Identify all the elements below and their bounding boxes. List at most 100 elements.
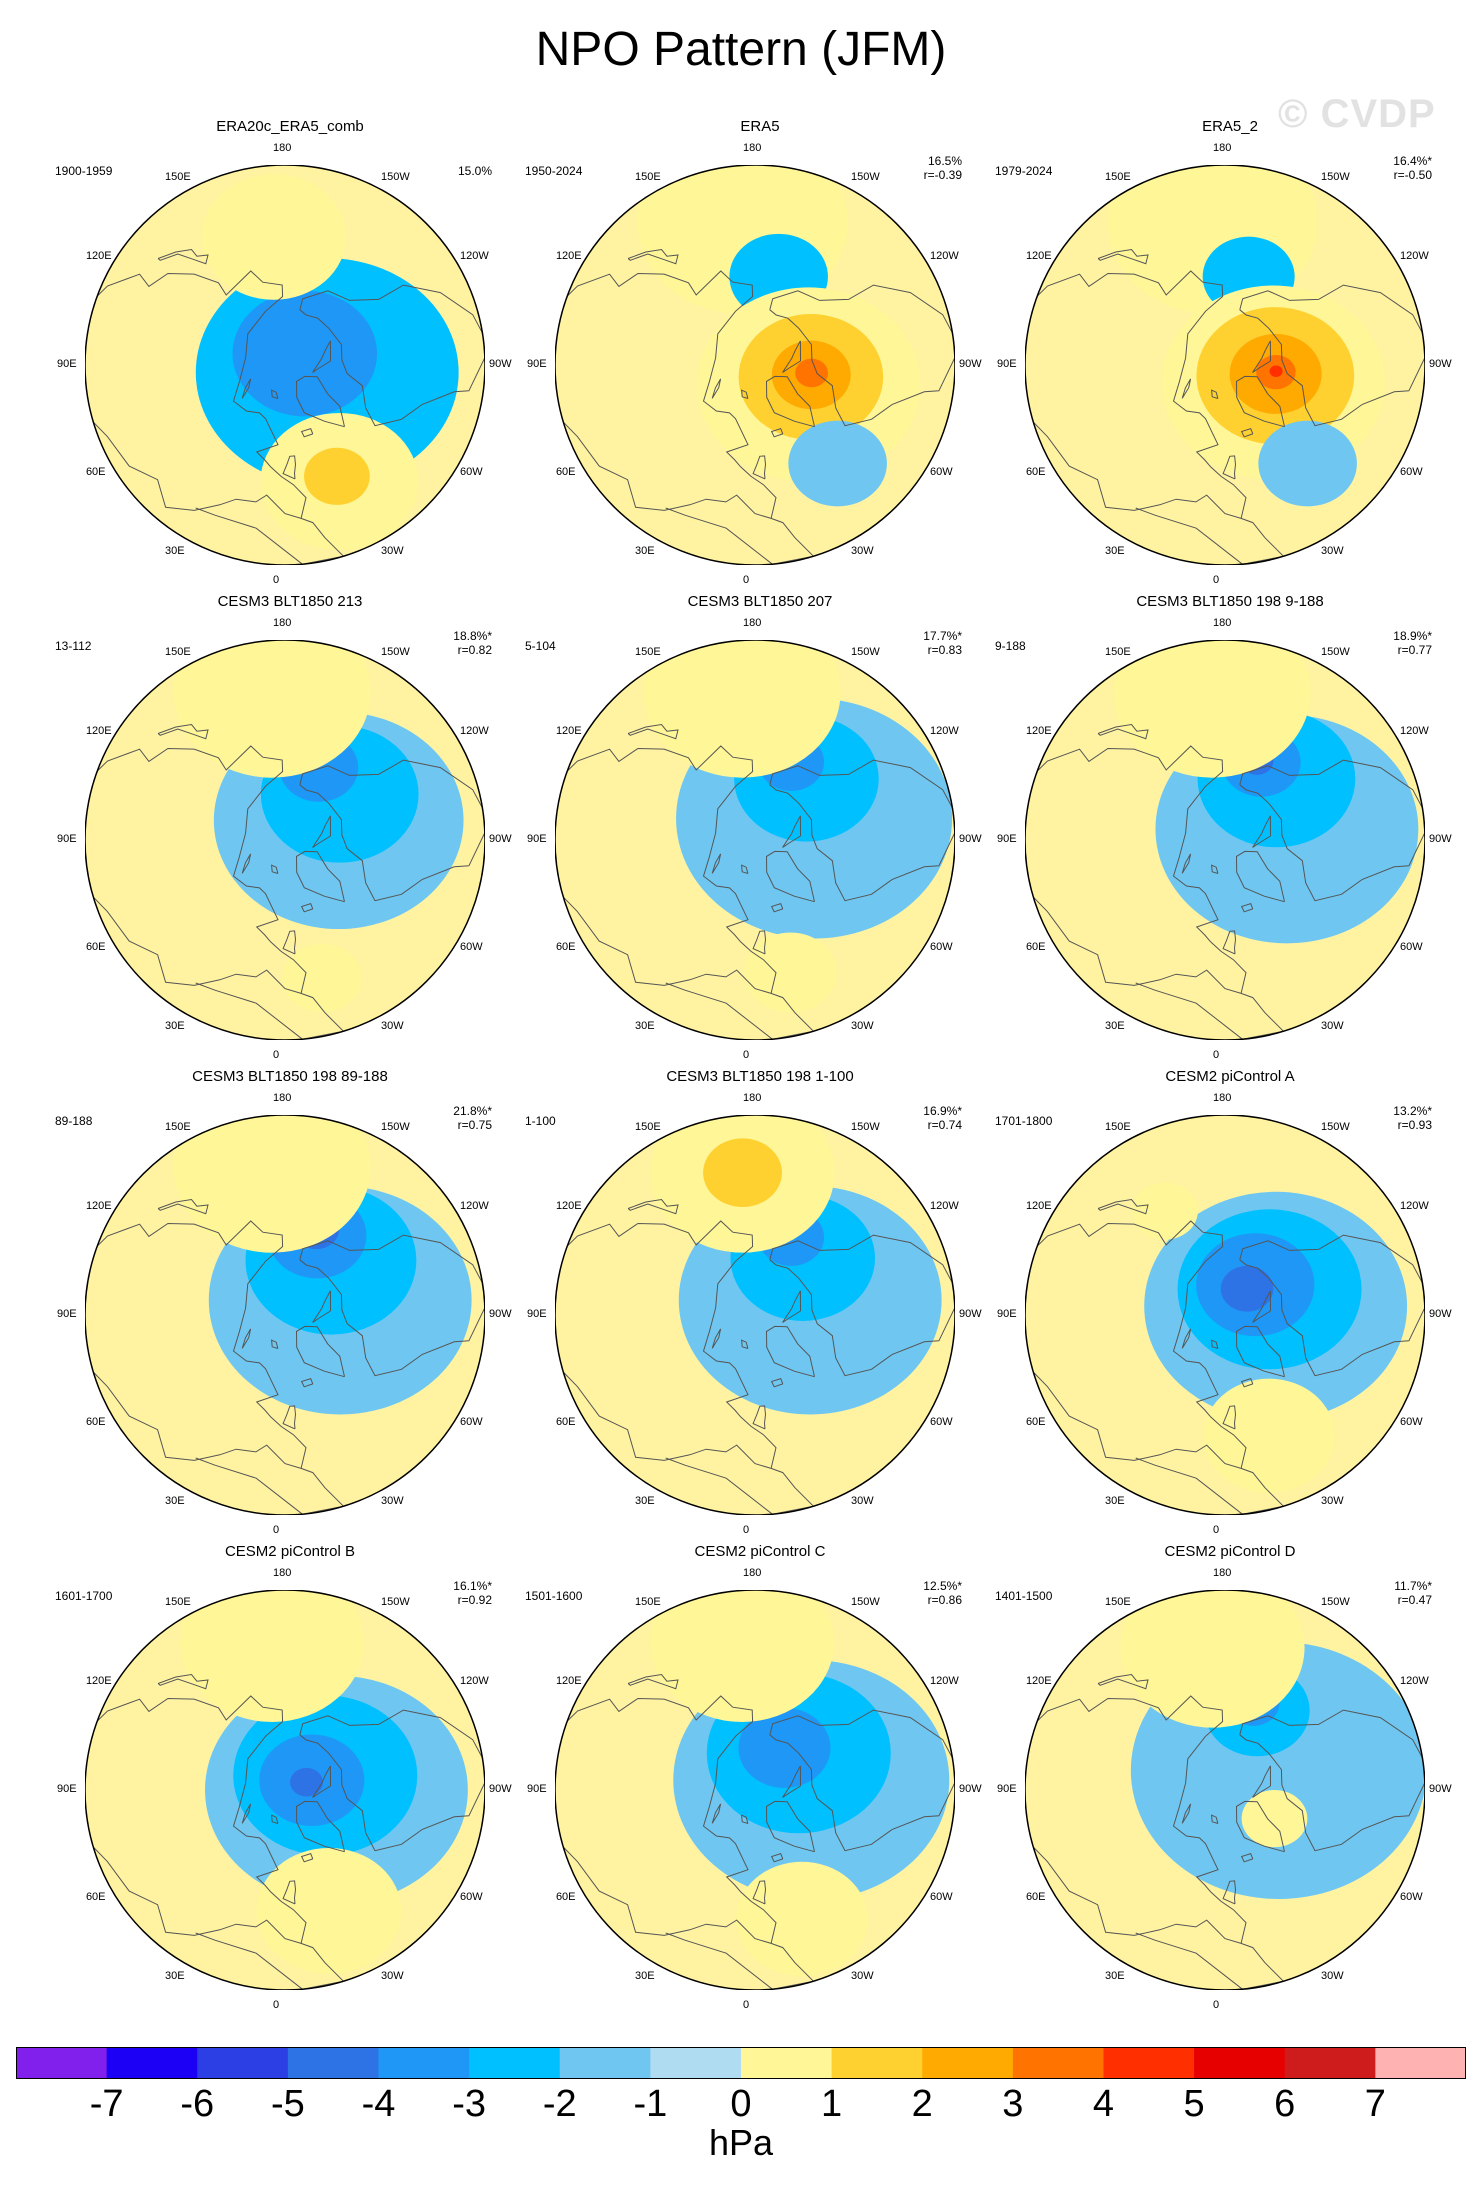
panel-percent-variance: 16.5% xyxy=(927,154,962,168)
coastline xyxy=(1239,759,1425,902)
colorbar-tick-label: 3 xyxy=(1002,2083,1024,2125)
panel-title: ERA5_2 xyxy=(1202,118,1258,135)
anomaly-contour xyxy=(1269,365,1283,377)
polar-map xyxy=(555,640,955,1040)
coastline xyxy=(1240,1377,1254,1388)
longitude-label: 90W xyxy=(959,358,982,370)
coastline xyxy=(85,745,307,994)
coastline xyxy=(711,378,722,399)
coastline xyxy=(312,340,331,373)
coastline xyxy=(1025,270,1247,519)
longitude-label: 60W xyxy=(930,1891,953,1903)
coastline xyxy=(312,1290,331,1323)
coastline xyxy=(769,284,955,427)
coastline xyxy=(1211,1814,1219,1824)
coastline xyxy=(85,1695,307,1944)
coastline xyxy=(1222,1880,1237,1905)
longitude-label: 150W xyxy=(381,1595,410,1608)
panel-years: 1979-2024 xyxy=(995,164,1053,178)
longitude-label: 180 xyxy=(1213,1092,1232,1104)
coastline xyxy=(1135,982,1285,1040)
panel-correlation: r=0.82 xyxy=(457,643,492,657)
coastline xyxy=(770,902,784,913)
longitude-label: 60E xyxy=(85,941,106,953)
panel-correlation: r=0.75 xyxy=(457,1118,492,1132)
panel-percent-variance: 16.1%* xyxy=(453,1579,492,1593)
map-panel: CESM3 BLT1850 207 5-104 17.7%* r=0.83 180 150… xyxy=(520,593,1000,1063)
longitude-label: 150E xyxy=(1105,645,1131,658)
longitude-label: 60W xyxy=(460,466,483,478)
coastline xyxy=(1235,850,1285,903)
coastline xyxy=(312,1765,331,1798)
coastline xyxy=(770,1852,784,1863)
colorbar-segment xyxy=(16,2047,108,2079)
coastline xyxy=(241,378,252,399)
panel-title: CESM2 piControl D xyxy=(1164,1543,1296,1560)
coastline xyxy=(752,930,767,955)
colorbar-tick-label: -1 xyxy=(633,2083,668,2125)
panel-percent-variance: 21.8%* xyxy=(453,1104,492,1118)
panel-percent-variance: 16.9%* xyxy=(923,1104,962,1118)
longitude-label: 150E xyxy=(165,645,191,658)
map-panel: CESM2 piControl A 1701-1800 13.2%* r=0.93 18… xyxy=(990,1068,1470,1538)
longitude-label: 150W xyxy=(1321,645,1350,658)
coastline xyxy=(711,853,722,874)
longitude-label: 150E xyxy=(635,645,661,658)
coastline xyxy=(627,1673,679,1690)
longitude-label: 30W xyxy=(381,545,404,558)
anomaly-contour xyxy=(201,174,347,300)
colorbar-tick-label: 2 xyxy=(911,2083,933,2125)
longitude-label: 0 xyxy=(1213,574,1220,586)
longitude-label: 60W xyxy=(1400,466,1423,478)
longitude-label: 30E xyxy=(635,545,655,558)
panel-percent-variance: 18.9%* xyxy=(1393,629,1432,643)
longitude-label: 60W xyxy=(460,941,483,953)
panel-title: CESM2 piControl B xyxy=(224,1543,356,1560)
longitude-label: 120E xyxy=(85,250,112,262)
coastline xyxy=(1025,745,1247,994)
longitude-label: 180 xyxy=(273,617,292,629)
coastline xyxy=(741,1339,749,1349)
longitude-label: 90W xyxy=(1429,358,1452,370)
colorbar-segment xyxy=(1284,2047,1376,2079)
panel-years: 1-100 xyxy=(525,1114,556,1128)
coastline xyxy=(157,1198,209,1215)
panel-years: 1601-1700 xyxy=(55,1589,113,1603)
colorbar-tick-label: 7 xyxy=(1364,2083,1386,2125)
longitude-label: 60E xyxy=(85,1891,106,1903)
coastline xyxy=(627,248,679,265)
longitude-label: 60W xyxy=(1400,1416,1423,1428)
panel-title: CESM3 BLT1850 198 1-100 xyxy=(666,1068,854,1085)
coastline xyxy=(295,850,345,903)
coastline xyxy=(555,270,777,519)
longitude-label: 120W xyxy=(460,1675,489,1687)
coastline xyxy=(1097,1198,1149,1215)
coastline xyxy=(1181,1328,1192,1349)
coastline xyxy=(241,853,252,874)
longitude-label: 120W xyxy=(930,1200,959,1212)
coastline xyxy=(711,1328,722,1349)
longitude-label: 0 xyxy=(273,1524,280,1536)
polar-map xyxy=(1025,165,1425,565)
anomaly-contour xyxy=(232,290,378,417)
coastline xyxy=(1252,1290,1271,1323)
longitude-label: 150W xyxy=(381,170,410,183)
anomaly-contour xyxy=(256,1847,402,1974)
polar-map xyxy=(1025,1115,1425,1515)
longitude-label: 30W xyxy=(381,1020,404,1033)
coastline xyxy=(752,455,767,480)
anomaly-contour xyxy=(304,447,370,505)
longitude-label: 0 xyxy=(743,1049,750,1061)
longitude-label: 30E xyxy=(165,1020,185,1033)
coastline xyxy=(769,1709,955,1852)
longitude-label: 120W xyxy=(460,725,489,737)
panel-years: 9-188 xyxy=(995,639,1026,653)
panel-years: 13-112 xyxy=(55,639,92,653)
coastline xyxy=(271,1814,279,1824)
longitude-label: 30W xyxy=(851,1495,874,1508)
coastline xyxy=(1222,455,1237,480)
coastline xyxy=(1211,864,1219,874)
coastline xyxy=(85,270,307,519)
longitude-label: 30W xyxy=(851,1020,874,1033)
panel-years: 1501-1600 xyxy=(525,1589,583,1603)
